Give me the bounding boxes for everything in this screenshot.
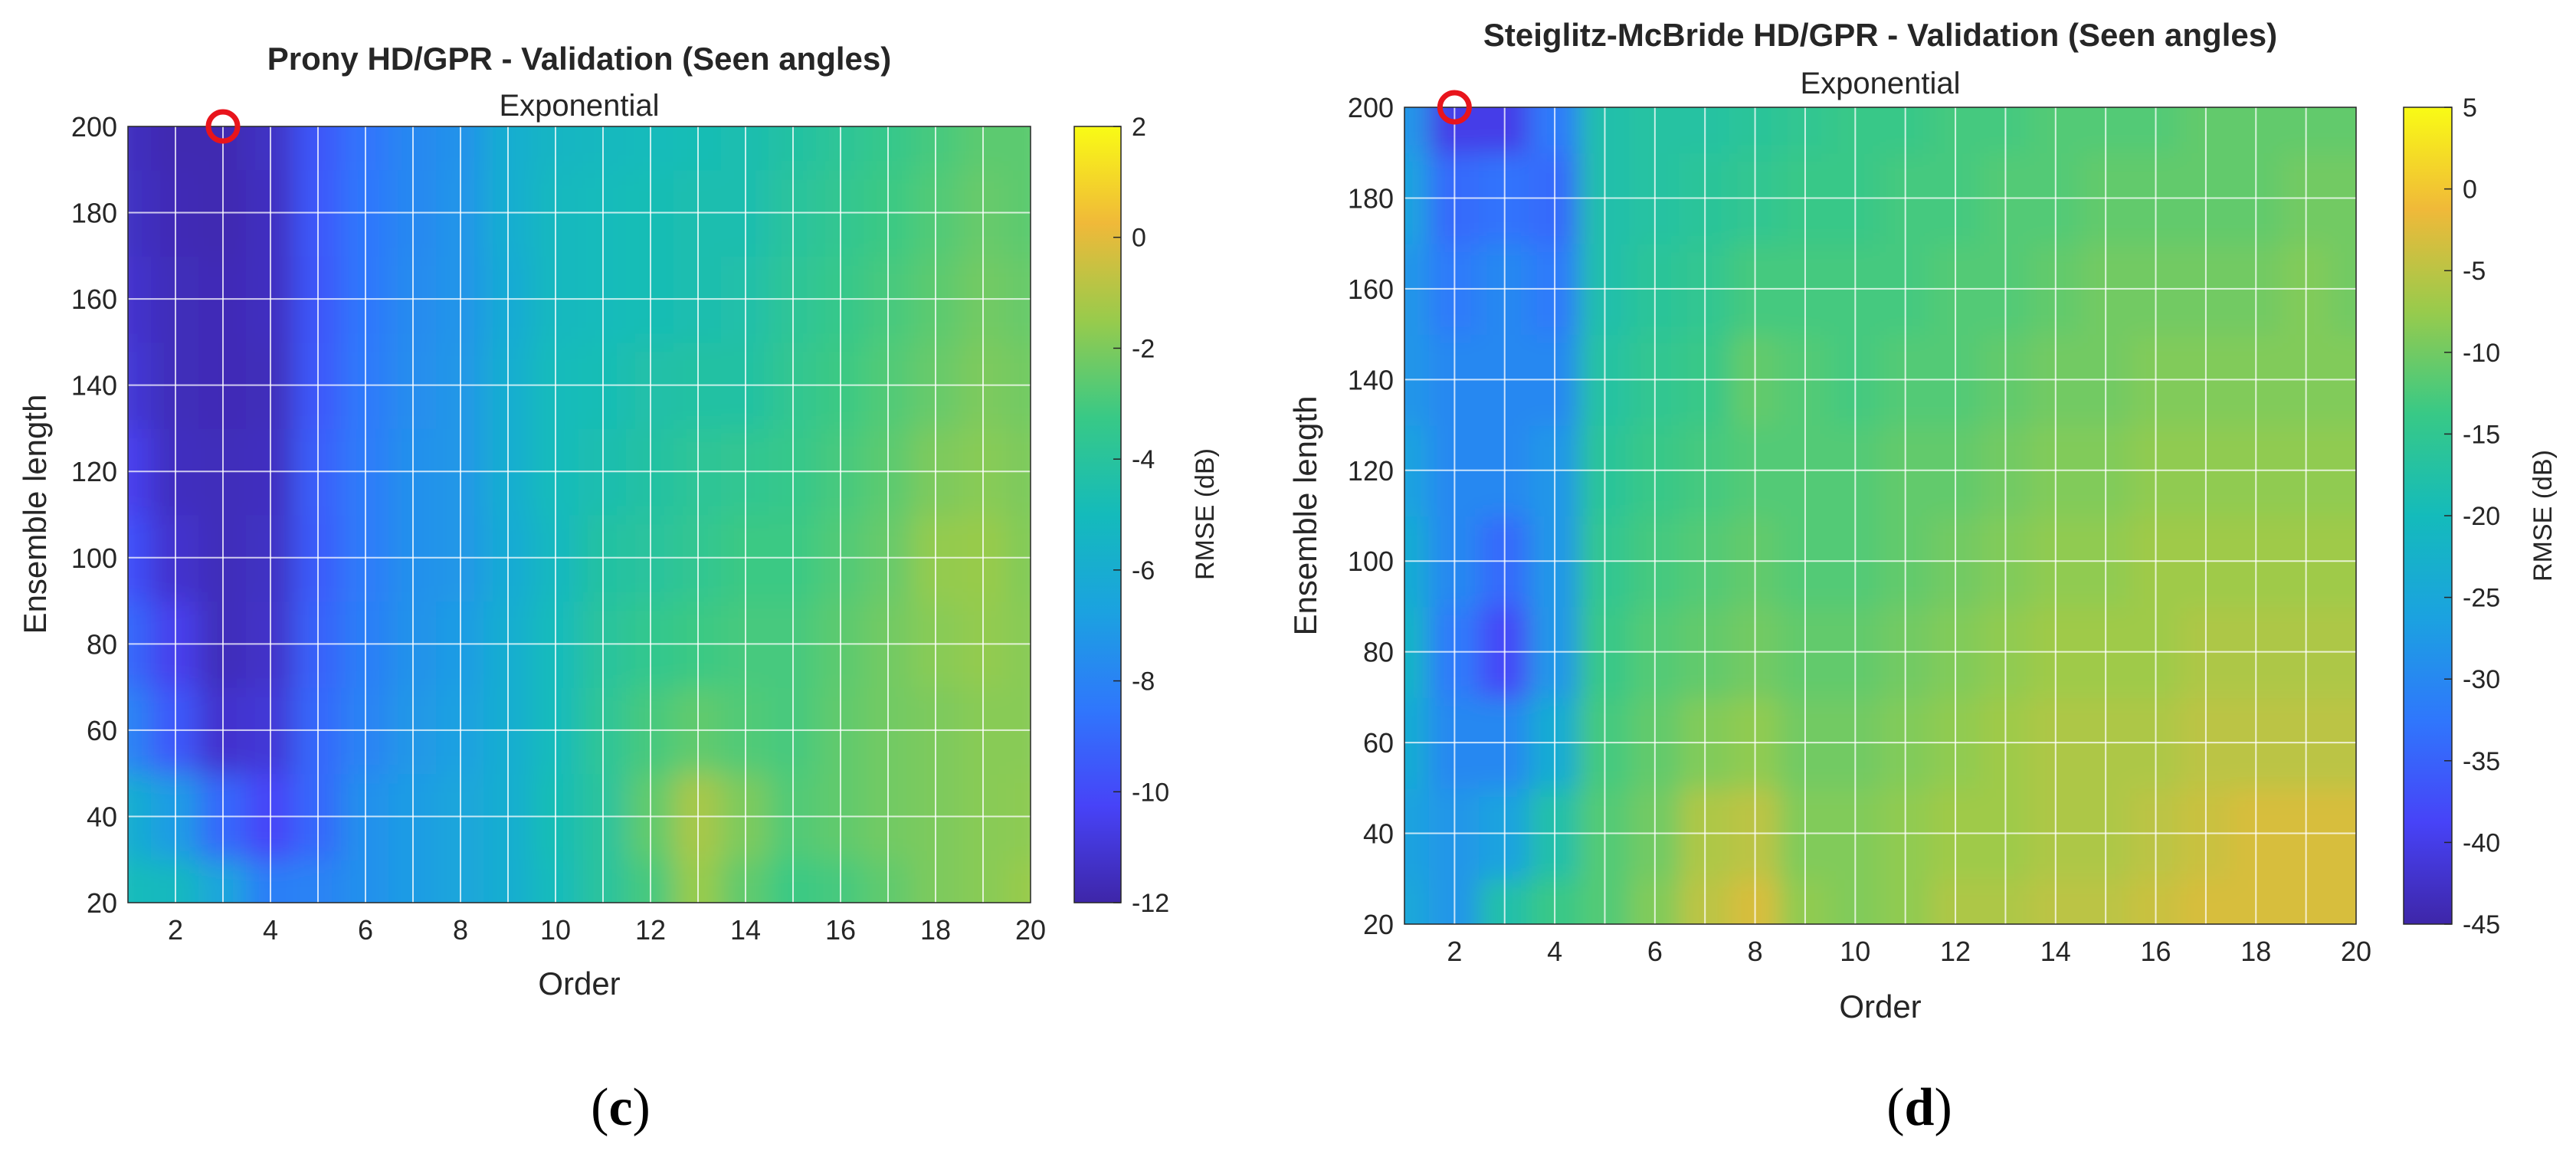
y-tick-label: 80 bbox=[1363, 637, 1394, 668]
chart-d-colorbar-ticks: 5 0 -5 -10 -15 -20 -25 -30 -35 -40 -45 bbox=[2444, 93, 2500, 939]
colorbar-tick-label: -8 bbox=[1132, 667, 1155, 697]
chart-c-title: Prony HD/GPR - Validation (Seen angles) bbox=[267, 41, 892, 77]
x-tick-label: 12 bbox=[1940, 936, 1971, 967]
chart-d-x-axis-label: Order bbox=[1839, 988, 1921, 1025]
colorbar-tick-label: -30 bbox=[2463, 665, 2500, 694]
heatmap-cell bbox=[2330, 107, 2356, 154]
colorbar-tick-label: 0 bbox=[1132, 224, 1146, 253]
colorbar-tick-label: 2 bbox=[1132, 113, 1146, 142]
colorbar-tick-label: 5 bbox=[2463, 93, 2477, 123]
chart-d-y-ticks: 20 40 60 80 100 120 140 160 180 200 bbox=[1348, 92, 1394, 940]
y-tick-label: 200 bbox=[71, 111, 117, 143]
chart-d-x-ticks: 2 4 6 8 10 12 14 16 18 20 bbox=[1447, 936, 2371, 967]
x-tick-label: 18 bbox=[2240, 936, 2271, 967]
chart-d-title: Steiglitz-McBride HD/GPR - Validation (S… bbox=[1483, 17, 2277, 53]
x-tick-label: 4 bbox=[263, 914, 278, 946]
y-tick-label: 20 bbox=[1363, 909, 1394, 940]
chart-d-y-axis-label: Ensemble length bbox=[1287, 396, 1323, 636]
y-tick-label: 60 bbox=[87, 715, 117, 746]
x-tick-label: 8 bbox=[1748, 936, 1763, 967]
y-tick-label: 80 bbox=[87, 628, 117, 660]
x-tick-label: 16 bbox=[2141, 936, 2171, 967]
chart-d-best-marker bbox=[1437, 90, 1472, 125]
chart-d-grid bbox=[1404, 107, 2356, 924]
x-tick-label: 20 bbox=[1015, 914, 1046, 946]
colorbar-tick-label: -20 bbox=[2463, 502, 2500, 531]
colorbar-tick-label: -45 bbox=[2463, 910, 2500, 939]
chart-c-grid bbox=[128, 126, 1031, 903]
chart-d-subtitle: Exponential bbox=[1800, 67, 1960, 100]
heatmap-cell bbox=[1404, 877, 1431, 924]
heatmap-cell bbox=[128, 858, 152, 903]
x-tick-label: 6 bbox=[1647, 936, 1663, 967]
colorbar-tick-label: -15 bbox=[2463, 420, 2500, 449]
heatmap-cell bbox=[1006, 858, 1031, 903]
chart-c-best-marker bbox=[205, 109, 241, 144]
x-tick-label: 10 bbox=[1840, 936, 1870, 967]
chart-c-y-axis-label: Ensemble length bbox=[17, 395, 53, 634]
x-tick-label: 18 bbox=[920, 914, 951, 946]
x-tick-label: 14 bbox=[730, 914, 761, 946]
colorbar-tick-label: -40 bbox=[2463, 828, 2500, 857]
y-tick-label: 140 bbox=[1348, 364, 1394, 395]
x-tick-label: 10 bbox=[540, 914, 571, 946]
heatmap-cell bbox=[2330, 877, 2356, 924]
colorbar-tick-label: -6 bbox=[1132, 556, 1155, 585]
y-tick-label: 180 bbox=[1348, 182, 1394, 214]
chart-panel-c: Prony HD/GPR - Validation (Seen angles) … bbox=[17, 41, 1220, 1137]
y-tick-label: 140 bbox=[71, 370, 117, 402]
chart-c-colorbar-label: RMSE (dB) bbox=[1191, 448, 1220, 580]
colorbar-tick-label: -2 bbox=[1132, 334, 1155, 363]
y-tick-label: 100 bbox=[1348, 546, 1394, 577]
x-tick-label: 6 bbox=[358, 914, 373, 946]
y-tick-label: 20 bbox=[87, 887, 117, 919]
colorbar-tick-label: 0 bbox=[2463, 175, 2477, 205]
x-tick-label: 2 bbox=[168, 914, 183, 946]
x-tick-label: 16 bbox=[825, 914, 856, 946]
chart-d-plot-frame bbox=[1404, 107, 2357, 925]
x-tick-label: 20 bbox=[2341, 936, 2371, 967]
x-tick-label: 2 bbox=[1447, 936, 1462, 967]
chart-c-y-ticks: 20 40 60 80 100 120 140 160 180 200 bbox=[71, 111, 117, 919]
chart-c-subtitle: Exponential bbox=[499, 89, 659, 123]
chart-c-plot-frame bbox=[127, 126, 1031, 903]
y-tick-label: 120 bbox=[71, 456, 117, 487]
y-tick-label: 40 bbox=[1363, 818, 1394, 850]
heatmap-cell bbox=[1404, 107, 1431, 154]
y-tick-label: 40 bbox=[87, 801, 117, 832]
y-tick-label: 60 bbox=[1363, 727, 1394, 759]
x-tick-label: 4 bbox=[1547, 936, 1562, 967]
colorbar-tick-label: -10 bbox=[2463, 339, 2500, 368]
chart-c-x-axis-label: Order bbox=[538, 965, 620, 1002]
x-tick-label: 8 bbox=[453, 914, 468, 946]
x-tick-label: 12 bbox=[635, 914, 666, 946]
chart-c-panel-label: (c) bbox=[591, 1078, 651, 1137]
heatmap-cell bbox=[128, 126, 152, 171]
chart-c-x-ticks: 2 4 6 8 10 12 14 16 18 20 bbox=[168, 914, 1046, 946]
colorbar-tick-label: -4 bbox=[1132, 445, 1155, 474]
colorbar-tick-label: -35 bbox=[2463, 747, 2500, 776]
chart-c-colorbar bbox=[1073, 126, 1122, 903]
colorbar-tick-label: -25 bbox=[2463, 584, 2500, 613]
colorbar-tick-label: -5 bbox=[2463, 257, 2486, 286]
colorbar-tick-label: -12 bbox=[1132, 889, 1169, 918]
colorbar-tick-label: -10 bbox=[1132, 778, 1169, 807]
y-tick-label: 160 bbox=[71, 284, 117, 315]
y-tick-label: 120 bbox=[1348, 455, 1394, 487]
chart-c-colorbar-ticks: 2 0 -2 -4 -6 -8 -10 -12 bbox=[1113, 113, 1169, 918]
chart-panel-d: Steiglitz-McBride HD/GPR - Validation (S… bbox=[1287, 17, 2558, 1137]
y-tick-label: 200 bbox=[1348, 92, 1394, 123]
y-tick-label: 160 bbox=[1348, 274, 1394, 305]
heatmap-cell bbox=[1006, 126, 1031, 171]
chart-d-colorbar-label: RMSE (dB) bbox=[2528, 450, 2558, 582]
x-tick-label: 14 bbox=[2040, 936, 2071, 967]
chart-d-panel-label: (d) bbox=[1886, 1078, 1952, 1137]
y-tick-label: 180 bbox=[71, 198, 117, 229]
y-tick-label: 100 bbox=[71, 543, 117, 574]
